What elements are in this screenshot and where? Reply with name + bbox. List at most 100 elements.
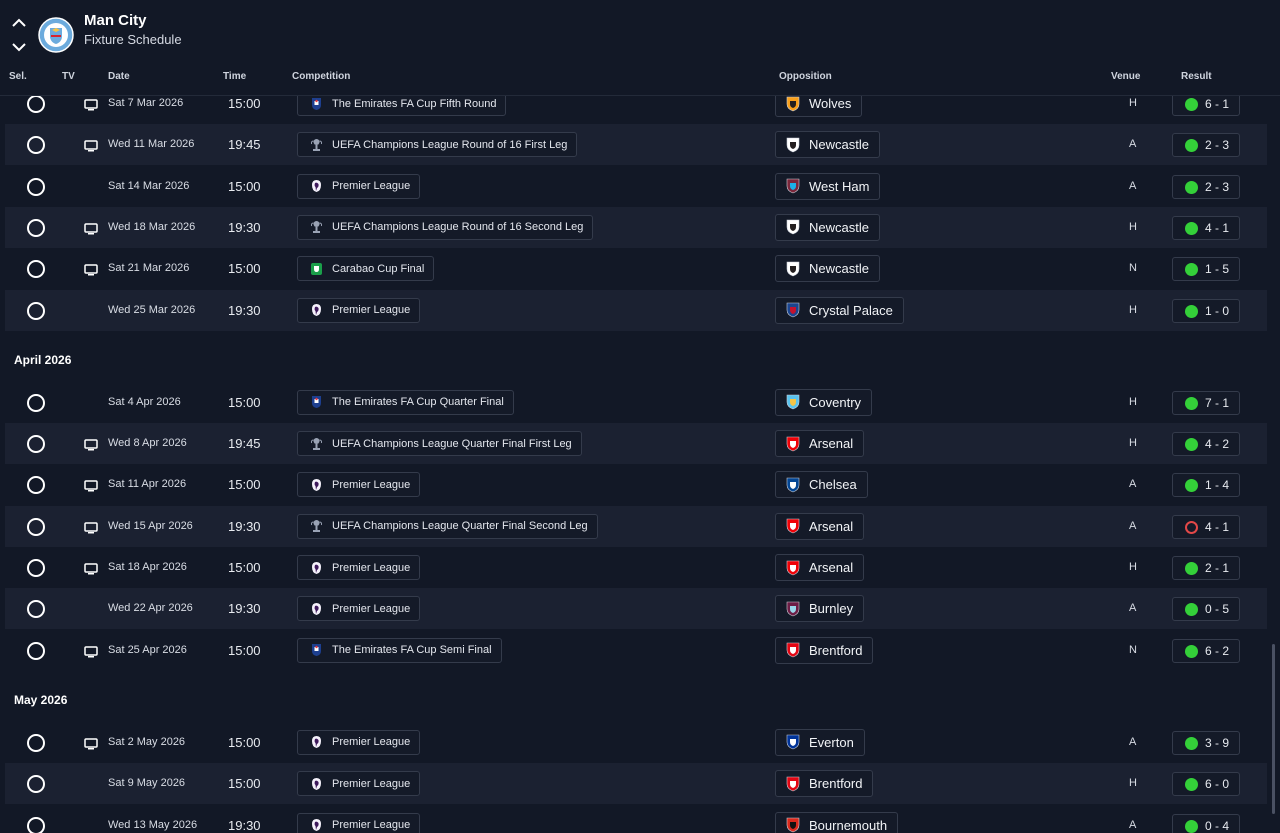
scrollbar[interactable] [1272,644,1275,814]
competition-chip[interactable]: The Emirates FA Cup Quarter Final [297,389,514,415]
opposition-chip[interactable]: Crystal Palace [775,296,904,324]
competition-label: UEFA Champions League Round of 16 Second… [332,221,584,234]
opposition-chip[interactable]: Chelsea [775,471,868,499]
select-radio[interactable] [27,136,45,155]
select-radio[interactable] [27,177,45,196]
competition-chip[interactable]: UEFA Champions League Quarter Final Firs… [297,431,582,457]
col-date[interactable]: Date [108,71,130,82]
result-chip[interactable]: 2 - 3 [1172,174,1240,199]
chevron-down-icon[interactable] [10,38,28,56]
opposition-chip[interactable]: Arsenal [775,512,865,540]
fixture-row[interactable]: Sat 21 Mar 2026 15:00 Carabao Cup Final New… [5,248,1267,289]
opposition-chip[interactable]: Brentford [775,636,874,664]
fixture-row[interactable]: Wed 18 Mar 2026 19:30 UEFA Champions Leagu… [5,206,1267,248]
fixture-row[interactable]: Sat 18 Apr 2026 15:00 Premier League Arsena… [5,547,1267,588]
fixture-time: 15:00 [228,178,261,194]
tv-icon [84,263,98,276]
tv-icon [84,479,98,492]
competition-chip[interactable]: Premier League [297,297,421,323]
result-chip[interactable]: 4 - 2 [1172,432,1240,457]
competition-chip[interactable]: Premier League [297,555,421,580]
select-radio[interactable] [27,435,45,454]
result-chip[interactable]: 2 - 3 [1172,133,1240,158]
select-radio[interactable] [27,476,45,495]
opposition-chip[interactable]: Newcastle [775,213,880,241]
opposition-chip[interactable]: Brentford [775,770,874,798]
venue: H [1129,395,1137,408]
select-radio[interactable] [27,393,45,412]
competition-chip[interactable]: The Emirates FA Cup Semi Final [297,637,502,663]
select-radio[interactable] [27,733,45,752]
competition-chip[interactable]: UEFA Champions League Round of 16 Second… [297,214,594,240]
competition-chip[interactable]: The Emirates FA Cup Fifth Round [297,96,507,116]
competition-chip[interactable]: Premier League [297,812,421,833]
result-chip[interactable]: 1 - 4 [1172,473,1240,498]
result-score: 0 - 4 [1205,818,1230,833]
competition-chip[interactable]: UEFA Champions League Quarter Final Seco… [297,513,598,539]
result-score: 0 - 5 [1205,602,1230,617]
fixture-row[interactable]: Sat 7 Mar 2026 15:00 The Emirates FA Cup F… [5,96,1267,124]
result-chip[interactable]: 4 - 1 [1172,514,1240,539]
fixture-row[interactable]: Wed 8 Apr 2026 19:45 UEFA Champions League… [5,423,1267,465]
col-tv[interactable]: TV [62,71,75,82]
result-chip[interactable]: 0 - 5 [1172,597,1240,622]
opposition-chip[interactable]: Newcastle [775,131,880,159]
opposition-chip[interactable]: Burnley [775,595,865,623]
result-chip[interactable]: 1 - 5 [1172,257,1240,282]
fixture-row[interactable]: Sat 14 Mar 2026 15:00 Premier League West H… [5,166,1267,207]
fixture-row[interactable]: Sat 2 May 2026 15:00 Premier League Everton… [5,722,1267,763]
select-radio[interactable] [27,260,45,279]
competition-chip[interactable]: Premier League [297,472,421,498]
select-radio[interactable] [27,96,45,113]
col-time[interactable]: Time [223,71,247,82]
fixture-row[interactable]: Wed 13 May 2026 19:30 Premier League Bourne… [5,805,1267,833]
col-competition[interactable]: Competition [292,71,351,82]
select-radio[interactable] [27,600,45,619]
opposition-chip[interactable]: Coventry [775,388,873,416]
competition-chip[interactable]: Premier League [297,596,421,622]
select-radio[interactable] [27,775,45,794]
result-chip[interactable]: 4 - 1 [1172,215,1240,240]
select-radio[interactable] [27,301,45,320]
chevron-up-icon[interactable] [10,14,28,32]
opposition-chip[interactable]: Bournemouth [775,811,899,833]
result-chip[interactable]: 1 - 0 [1172,298,1240,323]
fixture-row[interactable]: Wed 22 Apr 2026 19:30 Premier League Burnle… [5,588,1267,630]
col-venue[interactable]: Venue [1111,71,1141,82]
select-radio[interactable] [27,816,45,833]
fixture-list[interactable]: Sat 7 Mar 2026 15:00 The Emirates FA Cup F… [0,96,1280,833]
opposition-chip[interactable]: Arsenal [775,430,865,458]
competition-chip[interactable]: Premier League [297,771,421,797]
result-chip[interactable]: 7 - 1 [1172,390,1240,415]
competition-chip[interactable]: Premier League [297,729,421,755]
competition-chip[interactable]: Carabao Cup Final [297,256,435,282]
col-sel[interactable]: Sel. [9,71,27,82]
select-radio[interactable] [27,218,45,237]
result-chip[interactable]: 0 - 4 [1172,813,1240,833]
opposition-chip[interactable]: Everton [775,728,865,756]
col-result[interactable]: Result [1181,71,1212,82]
select-radio[interactable] [27,517,45,536]
opposition-chip[interactable]: Arsenal [775,554,865,581]
fixture-row[interactable]: Wed 11 Mar 2026 19:45 UEFA Champions Leagu… [5,124,1267,166]
opposition-chip[interactable]: Wolves [775,96,863,117]
result-chip[interactable]: 6 - 1 [1172,96,1240,116]
competition-label: The Emirates FA Cup Fifth Round [332,97,497,110]
fixture-row[interactable]: Sat 25 Apr 2026 15:00 The Emirates FA Cup … [5,630,1267,671]
competition-chip[interactable]: UEFA Champions League Round of 16 First … [297,132,578,158]
select-radio[interactable] [27,641,45,660]
result-chip[interactable]: 6 - 0 [1172,772,1240,797]
fixture-row[interactable]: Wed 15 Apr 2026 19:30 UEFA Champions Leagu… [5,505,1267,547]
competition-chip[interactable]: Premier League [297,173,421,199]
fixture-row[interactable]: Sat 11 Apr 2026 15:00 Premier League Chelse… [5,464,1267,505]
opposition-chip[interactable]: Newcastle [775,255,880,283]
result-chip[interactable]: 2 - 1 [1172,556,1240,580]
select-radio[interactable] [27,559,45,577]
opposition-chip[interactable]: West Ham [775,172,881,200]
fixture-row[interactable]: Sat 9 May 2026 15:00 Premier League Brentfo… [5,763,1267,805]
result-chip[interactable]: 6 - 2 [1172,638,1240,663]
col-opposition[interactable]: Opposition [779,71,832,82]
fixture-row[interactable]: Wed 25 Mar 2026 19:30 Premier League Crysta… [5,289,1267,331]
fixture-row[interactable]: Sat 4 Apr 2026 15:00 The Emirates FA Cup Q… [5,382,1267,423]
result-chip[interactable]: 3 - 9 [1172,730,1240,755]
